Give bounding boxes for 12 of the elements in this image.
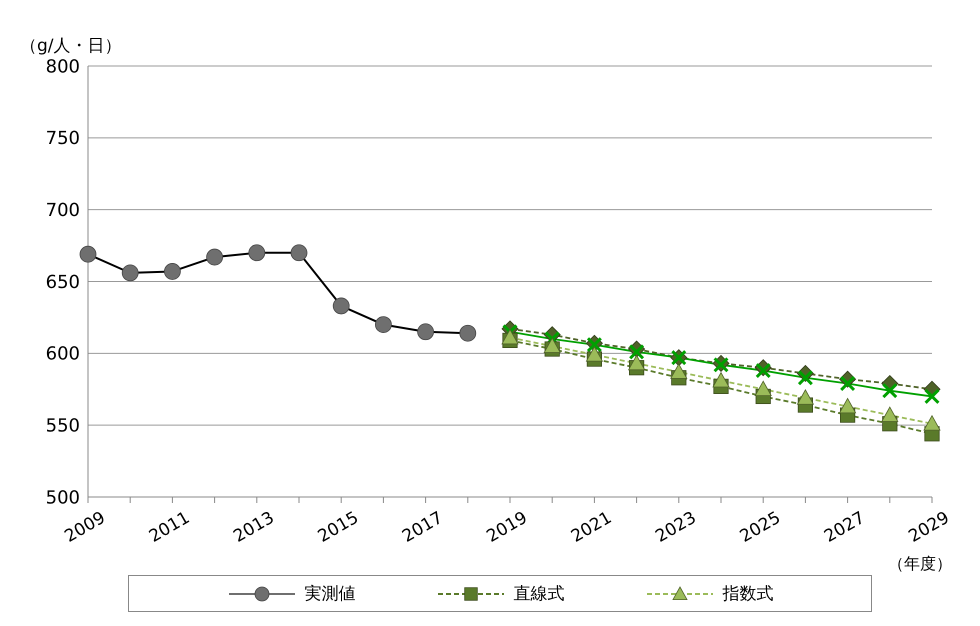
y-tick-label: 650 xyxy=(46,272,80,293)
y-tick-label: 700 xyxy=(46,200,80,222)
x-axis-title: （年度） xyxy=(888,554,952,575)
y-tick-label: 800 xyxy=(46,56,80,78)
legend-label: 実測値 xyxy=(304,583,356,605)
y-tick-label: 550 xyxy=(46,416,80,437)
y-tick-label: 750 xyxy=(46,128,80,150)
y-tick-label: 500 xyxy=(46,487,80,508)
y-tick-label: 600 xyxy=(46,344,80,365)
y-axis-title: （g/人・日） xyxy=(20,35,122,57)
legend-label: 直線式 xyxy=(514,583,564,605)
legend-label: 指数式 xyxy=(722,583,774,605)
